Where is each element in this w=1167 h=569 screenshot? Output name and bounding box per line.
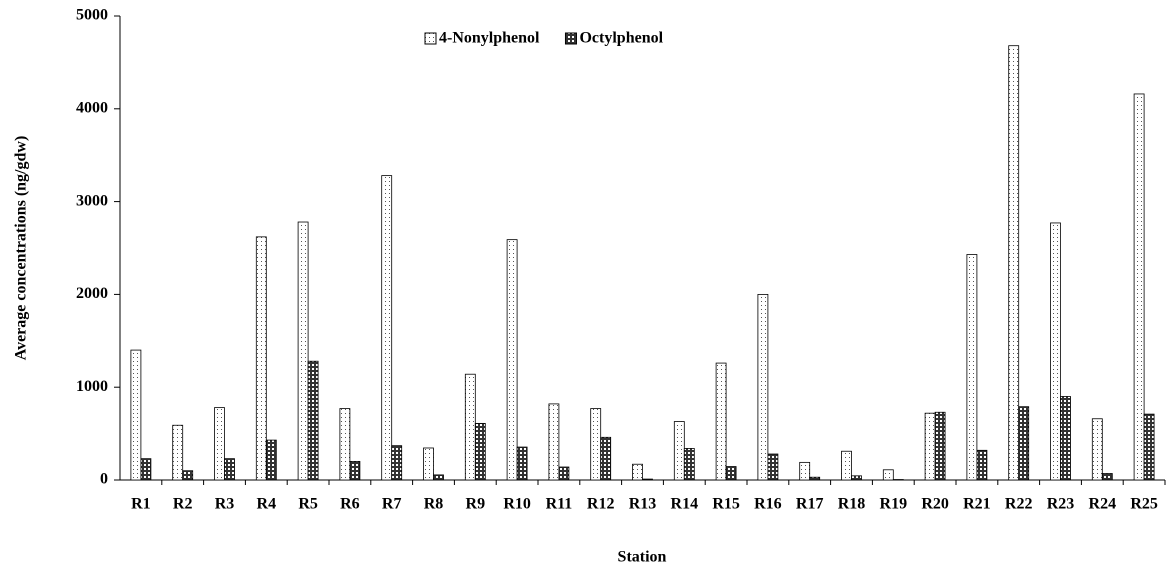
legend-swatch xyxy=(424,32,437,45)
bar xyxy=(590,408,602,481)
x-tick-label: R23 xyxy=(1047,496,1075,513)
bar xyxy=(474,422,486,481)
bar xyxy=(715,362,727,481)
bar xyxy=(381,175,393,481)
bar xyxy=(632,463,643,481)
bar xyxy=(600,436,612,481)
x-tick-label: R10 xyxy=(503,496,531,513)
x-tick-label: R17 xyxy=(796,496,824,513)
bar xyxy=(1133,93,1145,481)
x-tick-label: R5 xyxy=(298,496,318,513)
bar xyxy=(757,293,769,481)
y-tick-label: 0 xyxy=(100,471,108,488)
x-axis-title: Station xyxy=(618,549,667,566)
bar xyxy=(339,408,351,481)
bar xyxy=(307,360,319,481)
x-tick-label: R19 xyxy=(880,496,908,513)
legend-label: 4-Nonylphenol xyxy=(439,30,540,47)
x-tick-label: R24 xyxy=(1089,496,1117,513)
x-tick-label: R25 xyxy=(1130,496,1158,513)
bar xyxy=(516,446,528,481)
x-tick-label: R3 xyxy=(215,496,235,513)
bar xyxy=(349,461,361,481)
bar xyxy=(172,424,184,481)
bar xyxy=(767,453,779,481)
x-tick-label: R20 xyxy=(921,496,949,513)
bar xyxy=(558,466,570,481)
x-tick-label: R2 xyxy=(173,496,193,513)
y-tick-label: 2000 xyxy=(76,285,108,302)
bar xyxy=(506,239,518,481)
bar xyxy=(1018,406,1030,481)
x-tick-label: R14 xyxy=(671,496,699,513)
legend-label: Octylphenol xyxy=(579,30,663,47)
bar xyxy=(1091,418,1103,481)
bar xyxy=(214,407,225,481)
bar xyxy=(841,450,852,481)
bar xyxy=(673,421,685,481)
bar xyxy=(882,469,894,481)
x-tick-label: R8 xyxy=(424,496,444,513)
bar xyxy=(548,403,560,481)
bar xyxy=(924,412,936,481)
bar xyxy=(934,411,946,481)
bar xyxy=(140,458,152,481)
bar xyxy=(433,474,444,481)
bar xyxy=(265,439,277,481)
x-tick-label: R21 xyxy=(963,496,991,513)
bar xyxy=(391,445,403,481)
legend-swatch xyxy=(564,32,577,45)
x-tick-label: R6 xyxy=(340,496,360,513)
bar xyxy=(642,478,653,481)
y-tick-label: 1000 xyxy=(76,378,108,395)
x-tick-label: R11 xyxy=(546,496,573,513)
bar xyxy=(1143,413,1155,481)
bar xyxy=(224,458,235,481)
x-tick-label: R12 xyxy=(587,496,615,513)
x-tick-label: R15 xyxy=(712,496,740,513)
bar xyxy=(423,447,434,481)
bar xyxy=(851,475,862,481)
bar xyxy=(1060,396,1071,481)
bar xyxy=(976,449,988,481)
x-tick-label: R18 xyxy=(838,496,866,513)
x-tick-label: R9 xyxy=(466,496,486,513)
y-axis-title: Average concentrations (ng/gdw) xyxy=(13,136,30,361)
x-tick-label: R13 xyxy=(629,496,657,513)
x-tick-label: R22 xyxy=(1005,496,1033,513)
y-tick-label: 4000 xyxy=(76,99,108,116)
bar xyxy=(182,470,194,481)
bar xyxy=(809,476,821,481)
bar xyxy=(1101,473,1113,481)
y-tick-label: 5000 xyxy=(76,7,108,24)
x-tick-label: R1 xyxy=(131,496,151,513)
bar xyxy=(255,236,267,481)
bar xyxy=(464,373,476,481)
x-tick-label: R7 xyxy=(382,496,402,513)
y-tick-label: 3000 xyxy=(76,192,108,209)
bar xyxy=(1008,45,1020,481)
x-tick-label: R16 xyxy=(754,496,782,513)
bar xyxy=(130,349,142,481)
bar xyxy=(297,221,309,481)
bar xyxy=(799,461,811,481)
bar xyxy=(683,448,695,481)
x-tick-label: R4 xyxy=(257,496,277,513)
bar xyxy=(725,466,737,481)
bar xyxy=(966,254,978,481)
bar xyxy=(1050,222,1061,481)
